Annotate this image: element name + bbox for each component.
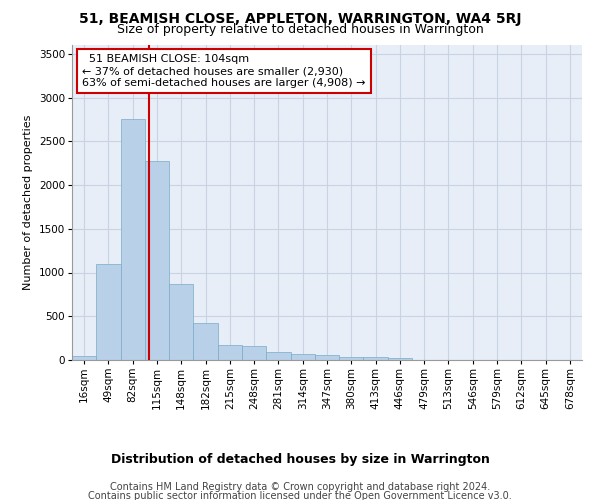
Bar (242, 346, 266, 360)
Y-axis label: Number of detached properties: Number of detached properties (23, 115, 33, 290)
Bar (169, 284, 193, 360)
Bar (266, 352, 290, 360)
Bar (364, 358, 388, 360)
Bar (145, 160, 169, 360)
Text: 51 BEAMISH CLOSE: 104sqm  
← 37% of detached houses are smaller (2,930)
63% of s: 51 BEAMISH CLOSE: 104sqm ← 37% of detach… (82, 54, 366, 88)
Text: Contains public sector information licensed under the Open Government Licence v3: Contains public sector information licen… (88, 491, 512, 500)
Text: Contains HM Land Registry data © Crown copyright and database right 2024.: Contains HM Land Registry data © Crown c… (110, 482, 490, 492)
Text: 51, BEAMISH CLOSE, APPLETON, WARRINGTON, WA4 5RJ: 51, BEAMISH CLOSE, APPLETON, WARRINGTON,… (79, 12, 521, 26)
Bar (218, 345, 242, 360)
Bar (121, 120, 145, 360)
Bar (388, 358, 412, 360)
Bar (315, 355, 339, 360)
Text: Size of property relative to detached houses in Warrington: Size of property relative to detached ho… (116, 22, 484, 36)
Bar (193, 324, 218, 360)
Bar (96, 264, 121, 360)
Bar (339, 357, 364, 360)
Bar (290, 354, 315, 360)
Bar (72, 356, 96, 360)
Text: Distribution of detached houses by size in Warrington: Distribution of detached houses by size … (110, 452, 490, 466)
